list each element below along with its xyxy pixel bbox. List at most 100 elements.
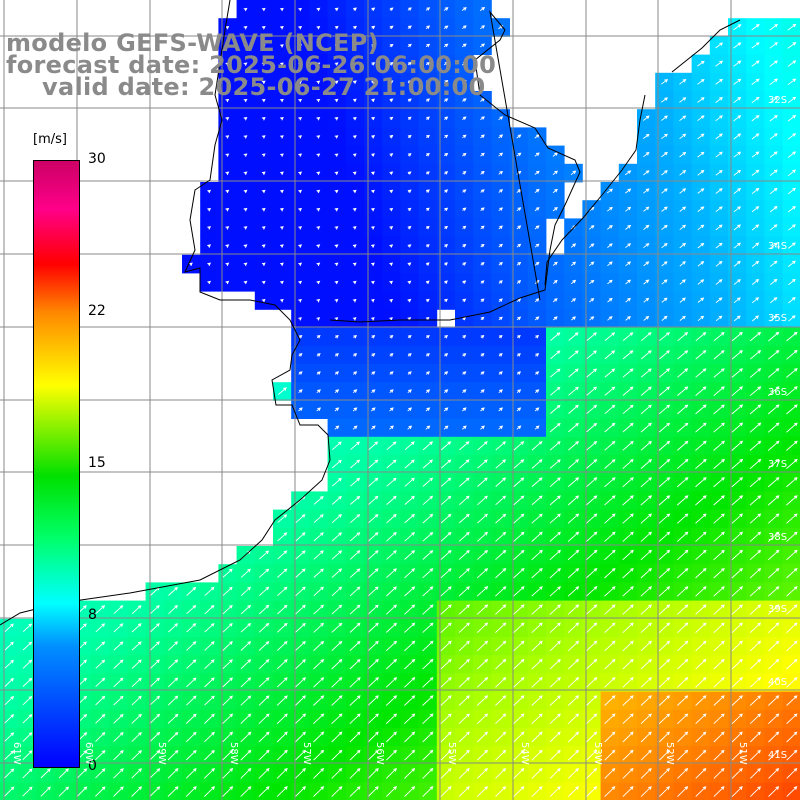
- wind-arrow: [534, 425, 540, 430]
- wind-arrow: [622, 731, 634, 743]
- wind-arrow: [425, 7, 431, 11]
- wind-arrow: [298, 26, 303, 30]
- wind-arrow: [713, 440, 725, 451]
- wind-arrow: [459, 459, 470, 469]
- wind-arrow: [294, 677, 307, 688]
- wind-arrow: [495, 567, 507, 579]
- wind-arrow: [516, 371, 522, 375]
- wind-arrow: [607, 225, 613, 230]
- wind-arrow: [367, 749, 379, 761]
- wind-arrow: [786, 640, 798, 652]
- wind-arrow: [240, 604, 252, 615]
- wind-arrow: [586, 404, 598, 415]
- wind-arrow: [513, 640, 525, 652]
- wind-arrow: [113, 731, 124, 742]
- wind-arrow: [294, 786, 306, 797]
- wind-arrow: [316, 189, 321, 194]
- wind-arrow: [371, 116, 376, 121]
- wind-arrow: [697, 242, 705, 249]
- wind-arrow: [389, 353, 394, 357]
- wind-arrow: [568, 422, 579, 433]
- wind-arrow: [643, 243, 650, 249]
- wind-arrow: [440, 531, 452, 542]
- wind-arrow: [371, 371, 376, 375]
- wind-arrow: [534, 316, 540, 321]
- wind-arrow: [516, 225, 522, 230]
- wind-arrow: [222, 695, 233, 706]
- wind-arrow: [334, 353, 339, 357]
- wind-arrow: [95, 750, 106, 761]
- wind-arrow: [768, 622, 780, 634]
- wind-arrow: [661, 115, 668, 121]
- wind-arrow: [516, 207, 522, 212]
- wind-arrow: [697, 224, 705, 231]
- wind-arrow: [261, 280, 266, 285]
- wind-arrow: [476, 531, 488, 542]
- wind-arrow: [353, 25, 357, 30]
- wind-arrow: [731, 368, 744, 378]
- wind-arrow: [640, 767, 652, 779]
- wind-arrow: [331, 749, 343, 761]
- wind-arrow: [568, 350, 579, 360]
- wind-arrow: [713, 549, 725, 561]
- wind-arrow: [549, 586, 562, 597]
- wind-arrow: [407, 62, 412, 66]
- wind-arrow: [749, 749, 761, 761]
- wind-arrow: [240, 622, 252, 633]
- wind-arrow: [480, 389, 485, 394]
- wind-arrow: [331, 695, 343, 706]
- wind-arrow: [731, 458, 744, 470]
- wind-arrow: [313, 713, 325, 725]
- wind-arrow: [733, 297, 741, 304]
- wind-arrow: [258, 641, 270, 651]
- wind-arrow: [480, 189, 485, 193]
- wind-arrow: [604, 586, 616, 597]
- wind-arrow: [731, 477, 744, 488]
- wind-arrow: [371, 262, 375, 267]
- wind-arrow: [225, 80, 230, 85]
- wind-arrow: [713, 495, 725, 506]
- wind-arrow: [480, 207, 485, 211]
- wind-arrow: [567, 677, 580, 688]
- wind-arrow: [95, 768, 106, 779]
- wind-arrow: [570, 243, 577, 248]
- wind-arrow: [389, 189, 394, 194]
- wind-arrow: [167, 695, 179, 706]
- wind-arrow: [622, 477, 634, 488]
- wind-arrow: [404, 531, 416, 542]
- wind-arrow: [534, 389, 540, 394]
- wind-arrow: [713, 422, 725, 433]
- wind-arrow: [752, 315, 760, 322]
- wind-arrow: [786, 767, 798, 779]
- wind-arrow: [549, 567, 562, 579]
- wind-arrow: [531, 604, 543, 615]
- wind-arrow: [622, 350, 634, 360]
- wind-arrow: [643, 206, 650, 212]
- wind-arrow: [531, 495, 543, 506]
- wind-arrow: [622, 622, 634, 634]
- wind-arrow: [495, 695, 507, 706]
- wind-arrow: [567, 731, 579, 743]
- wind-arrow: [731, 567, 744, 579]
- wind-arrow: [131, 695, 142, 706]
- wind-arrow: [440, 640, 452, 652]
- wind-arrow: [695, 350, 707, 360]
- wind-arrow: [677, 331, 689, 342]
- wind-arrow: [768, 749, 780, 761]
- wind-arrow: [295, 622, 306, 633]
- wind-arrow: [370, 425, 376, 430]
- wind-arrow: [586, 495, 598, 506]
- wind-arrow: [625, 170, 632, 176]
- wind-arrow: [695, 368, 707, 378]
- wind-arrow: [715, 297, 723, 303]
- wind-arrow: [258, 767, 270, 779]
- wind-arrow: [513, 495, 525, 506]
- wind-arrow: [225, 117, 230, 121]
- wind-arrow: [733, 169, 742, 176]
- wind-arrow: [316, 44, 321, 48]
- wind-arrow: [640, 458, 653, 469]
- wind-arrow: [422, 532, 434, 542]
- wind-arrow: [677, 404, 689, 415]
- wind-arrow: [658, 677, 671, 688]
- wind-arrow: [350, 495, 361, 505]
